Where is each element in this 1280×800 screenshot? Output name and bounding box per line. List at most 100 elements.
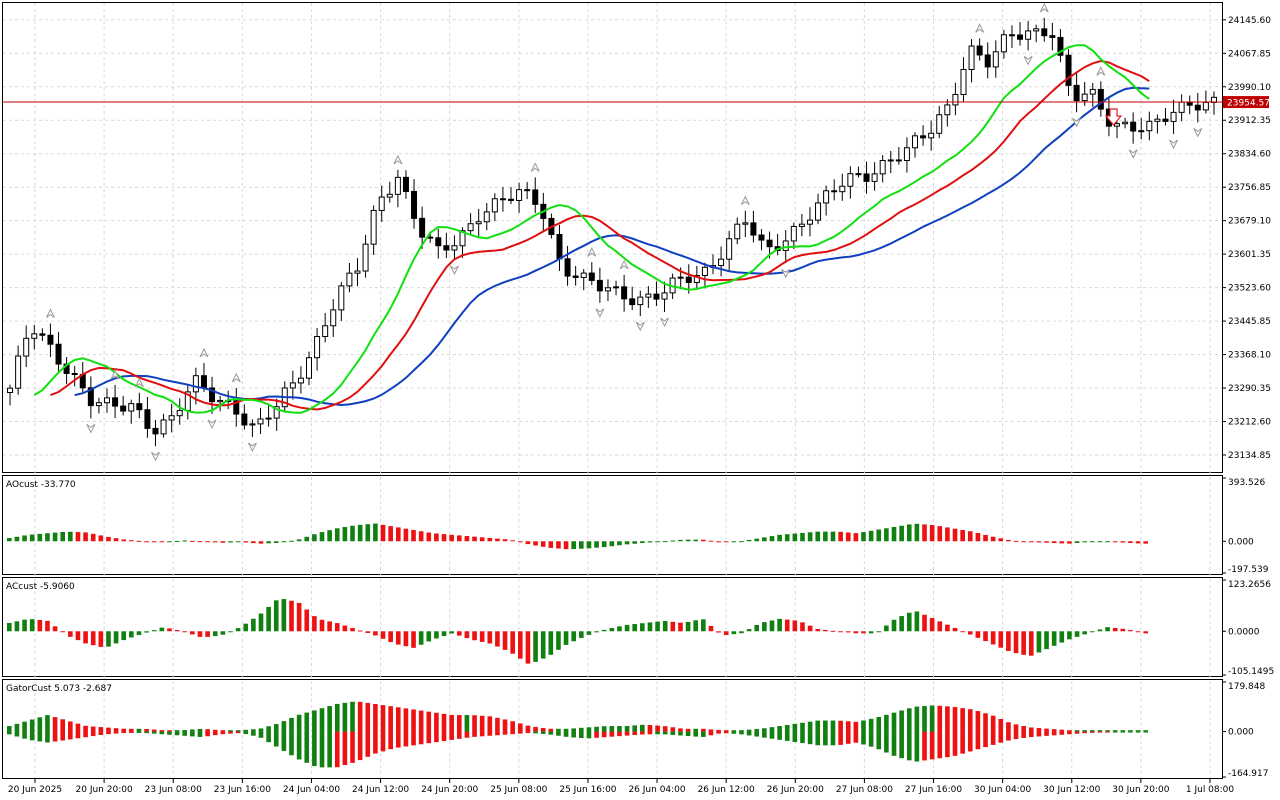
- ac-bar: [243, 623, 249, 632]
- ac-bar: [876, 631, 882, 633]
- candle-body: [23, 337, 30, 357]
- ao-bar: [525, 541, 531, 545]
- gator-bar: [556, 731, 561, 736]
- ao-bar: [937, 526, 943, 542]
- candle-body: [613, 286, 620, 289]
- gator-bar: [945, 706, 950, 732]
- candle-body: [1130, 121, 1137, 132]
- ac-bar: [1006, 631, 1011, 652]
- candle-body: [693, 275, 700, 283]
- candle-body: [847, 173, 854, 187]
- gator-bar: [327, 706, 332, 732]
- candle-body: [952, 93, 959, 106]
- gator-bar: [563, 728, 569, 732]
- ao-panel[interactable]: [2, 475, 1223, 575]
- y-tick-label: -105.1495: [1228, 667, 1274, 677]
- candle-body: [839, 185, 846, 193]
- gator-bar: [762, 731, 767, 738]
- candle-body: [1017, 34, 1024, 40]
- ao-bar: [662, 541, 668, 543]
- ao-bar: [746, 539, 752, 542]
- ac-bar: [1059, 631, 1065, 643]
- gator-bar: [1059, 731, 1065, 735]
- gator-bar: [571, 731, 576, 738]
- y-tick-label: 23679.10: [1228, 217, 1271, 227]
- gator-bar: [914, 706, 920, 732]
- candle-body: [160, 419, 167, 435]
- candle-body: [758, 234, 765, 241]
- ac-panel[interactable]: [2, 577, 1223, 677]
- candle-body: [95, 402, 102, 407]
- candle-body: [378, 196, 385, 211]
- fractal-down-icon: [781, 268, 791, 279]
- gator-bar: [815, 731, 821, 746]
- ao-label: AOcust -33.770: [6, 480, 76, 490]
- ac-bar: [449, 631, 454, 634]
- price-axis: 24145.60 24067.85 23990.10 23912.35 23834.60…: [1222, 16, 1274, 779]
- ao-bar: [411, 529, 416, 542]
- gator-bar: [22, 731, 27, 739]
- candle-body: [1065, 54, 1072, 86]
- fractal-up-icon: [1096, 66, 1106, 76]
- y-tick-label: 23834.60: [1228, 150, 1271, 160]
- gator-bar: [1067, 730, 1072, 732]
- gator-bar: [14, 723, 20, 732]
- candle-body: [192, 375, 199, 393]
- ac-bar: [823, 629, 828, 632]
- ao-bar: [7, 538, 12, 542]
- gator-bar: [594, 726, 599, 732]
- candle-body: [322, 325, 329, 338]
- ac-bar: [1067, 631, 1072, 640]
- ao-bar: [739, 541, 744, 543]
- x-tick-label: 27 Jun 16:00: [905, 785, 962, 795]
- candle-body: [1081, 93, 1088, 102]
- ao-bar: [426, 532, 432, 542]
- ao-bar: [68, 531, 73, 542]
- y-tick-label: 24145.60: [1228, 16, 1271, 26]
- gator-bar: [182, 730, 188, 732]
- ao-bar: [228, 541, 233, 543]
- ac-bar: [1120, 628, 1126, 632]
- ao-bar: [266, 541, 271, 544]
- ac-bar: [845, 631, 851, 633]
- ac-bar: [464, 631, 470, 639]
- ac-bar: [487, 631, 493, 644]
- ac-bar: [75, 631, 81, 641]
- candle-body: [871, 173, 878, 182]
- ac-bar: [952, 627, 958, 632]
- gator-bar: [861, 731, 866, 745]
- candle-body: [483, 211, 490, 223]
- gator-bar: [182, 731, 188, 736]
- gator-bar: [68, 721, 73, 732]
- ac-bar: [601, 629, 607, 632]
- ac-bar: [525, 631, 531, 664]
- ao-bar: [289, 540, 294, 542]
- gator-bar: [52, 731, 58, 742]
- gator-bar: [167, 731, 172, 735]
- gator-bar: [739, 731, 744, 735]
- gator-bar: [373, 704, 378, 732]
- ao-bar: [129, 540, 134, 542]
- candle-body: [451, 245, 458, 251]
- ao-bar: [594, 541, 599, 548]
- candle-body: [887, 159, 894, 162]
- main-panel[interactable]: [2, 2, 1223, 473]
- gator-bar: [784, 724, 790, 732]
- gator-panel[interactable]: [2, 679, 1223, 779]
- gator-bar: [876, 731, 882, 750]
- x-tick-label: 1 Jul 08:00: [1186, 785, 1235, 795]
- candle-body: [806, 219, 813, 225]
- ac-bar: [159, 627, 165, 632]
- candle-body: [976, 45, 983, 56]
- x-tick-label: 30 Jun 04:00: [974, 785, 1031, 795]
- candle-body: [556, 233, 563, 260]
- gator-bar: [266, 726, 271, 732]
- ao-bar: [113, 538, 119, 542]
- gator-bar: [1135, 731, 1141, 733]
- ao-bar: [845, 532, 851, 542]
- gator-bar: [1021, 726, 1026, 732]
- gator-bar: [441, 731, 447, 742]
- ac-bar: [769, 620, 775, 632]
- ac-bar: [113, 631, 119, 644]
